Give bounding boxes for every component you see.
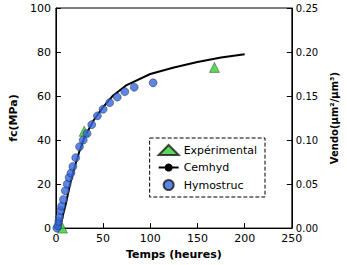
svg-text:Hymostruc: Hymostruc xyxy=(184,179,244,192)
svg-text:Cemhyd: Cemhyd xyxy=(184,161,230,174)
svg-text:50: 50 xyxy=(96,232,110,245)
svg-text:20: 20 xyxy=(37,178,51,191)
svg-text:0.20: 0.20 xyxy=(296,47,318,58)
svg-text:250: 250 xyxy=(281,232,302,245)
svg-text:Temps (heures): Temps (heures) xyxy=(126,248,222,261)
svg-text:0.05: 0.05 xyxy=(296,179,318,190)
svg-text:Expérimental: Expérimental xyxy=(184,144,257,157)
svg-text:150: 150 xyxy=(187,232,208,245)
svg-text:0.00: 0.00 xyxy=(295,222,319,234)
svg-text:0: 0 xyxy=(52,232,59,245)
svg-text:100: 100 xyxy=(30,2,51,15)
svg-text:0.10: 0.10 xyxy=(296,135,318,146)
svg-text:200: 200 xyxy=(234,232,255,245)
svg-text:40: 40 xyxy=(37,134,51,147)
svg-text:0: 0 xyxy=(44,222,51,235)
svg-text:60: 60 xyxy=(37,90,51,103)
svg-text:100: 100 xyxy=(140,232,161,245)
svg-text:0.25: 0.25 xyxy=(296,3,318,14)
svg-text:fc(MPa): fc(MPa) xyxy=(7,94,20,142)
svg-text:80: 80 xyxy=(37,46,51,59)
svg-text:Vendo(µm²/µm³): Vendo(µm²/µm³) xyxy=(329,72,340,164)
svg-text:0.15: 0.15 xyxy=(296,91,318,102)
